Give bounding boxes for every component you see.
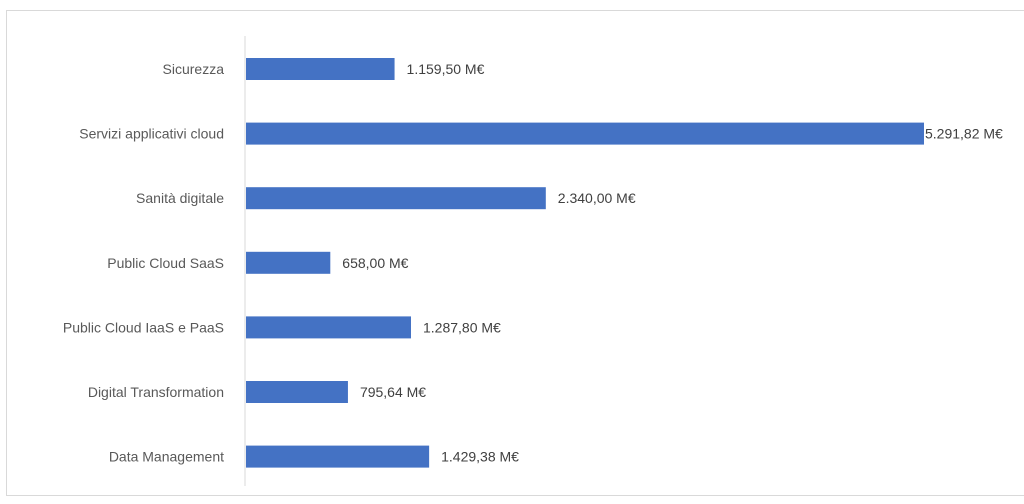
category-label: Data Management — [109, 449, 224, 465]
data-label: 1.287,80 M€ — [423, 319, 501, 335]
category-label: Sicurezza — [163, 61, 225, 77]
category-label: Servizi applicativi cloud — [79, 126, 224, 142]
bar — [246, 187, 546, 210]
bar — [246, 381, 348, 403]
data-label: 5.291,82 M€ — [925, 126, 1003, 142]
data-label: 2.340,00 M€ — [558, 190, 636, 206]
category-label: Public Cloud IaaS e PaaS — [63, 319, 224, 335]
data-label: 1.159,50 M€ — [407, 61, 485, 77]
category-label: Digital Transformation — [88, 384, 224, 400]
category-label: Sanità digitale — [136, 190, 224, 206]
data-label: 795,64 M€ — [360, 384, 426, 400]
chart-frame — [6, 10, 1024, 496]
data-label: 658,00 M€ — [342, 255, 408, 271]
data-label: 1.429,38 M€ — [441, 449, 519, 465]
bar — [246, 251, 331, 274]
bar — [246, 122, 924, 145]
bar — [246, 58, 395, 80]
category-label: Public Cloud SaaS — [107, 255, 224, 271]
bar — [246, 316, 411, 339]
bar — [246, 445, 430, 468]
